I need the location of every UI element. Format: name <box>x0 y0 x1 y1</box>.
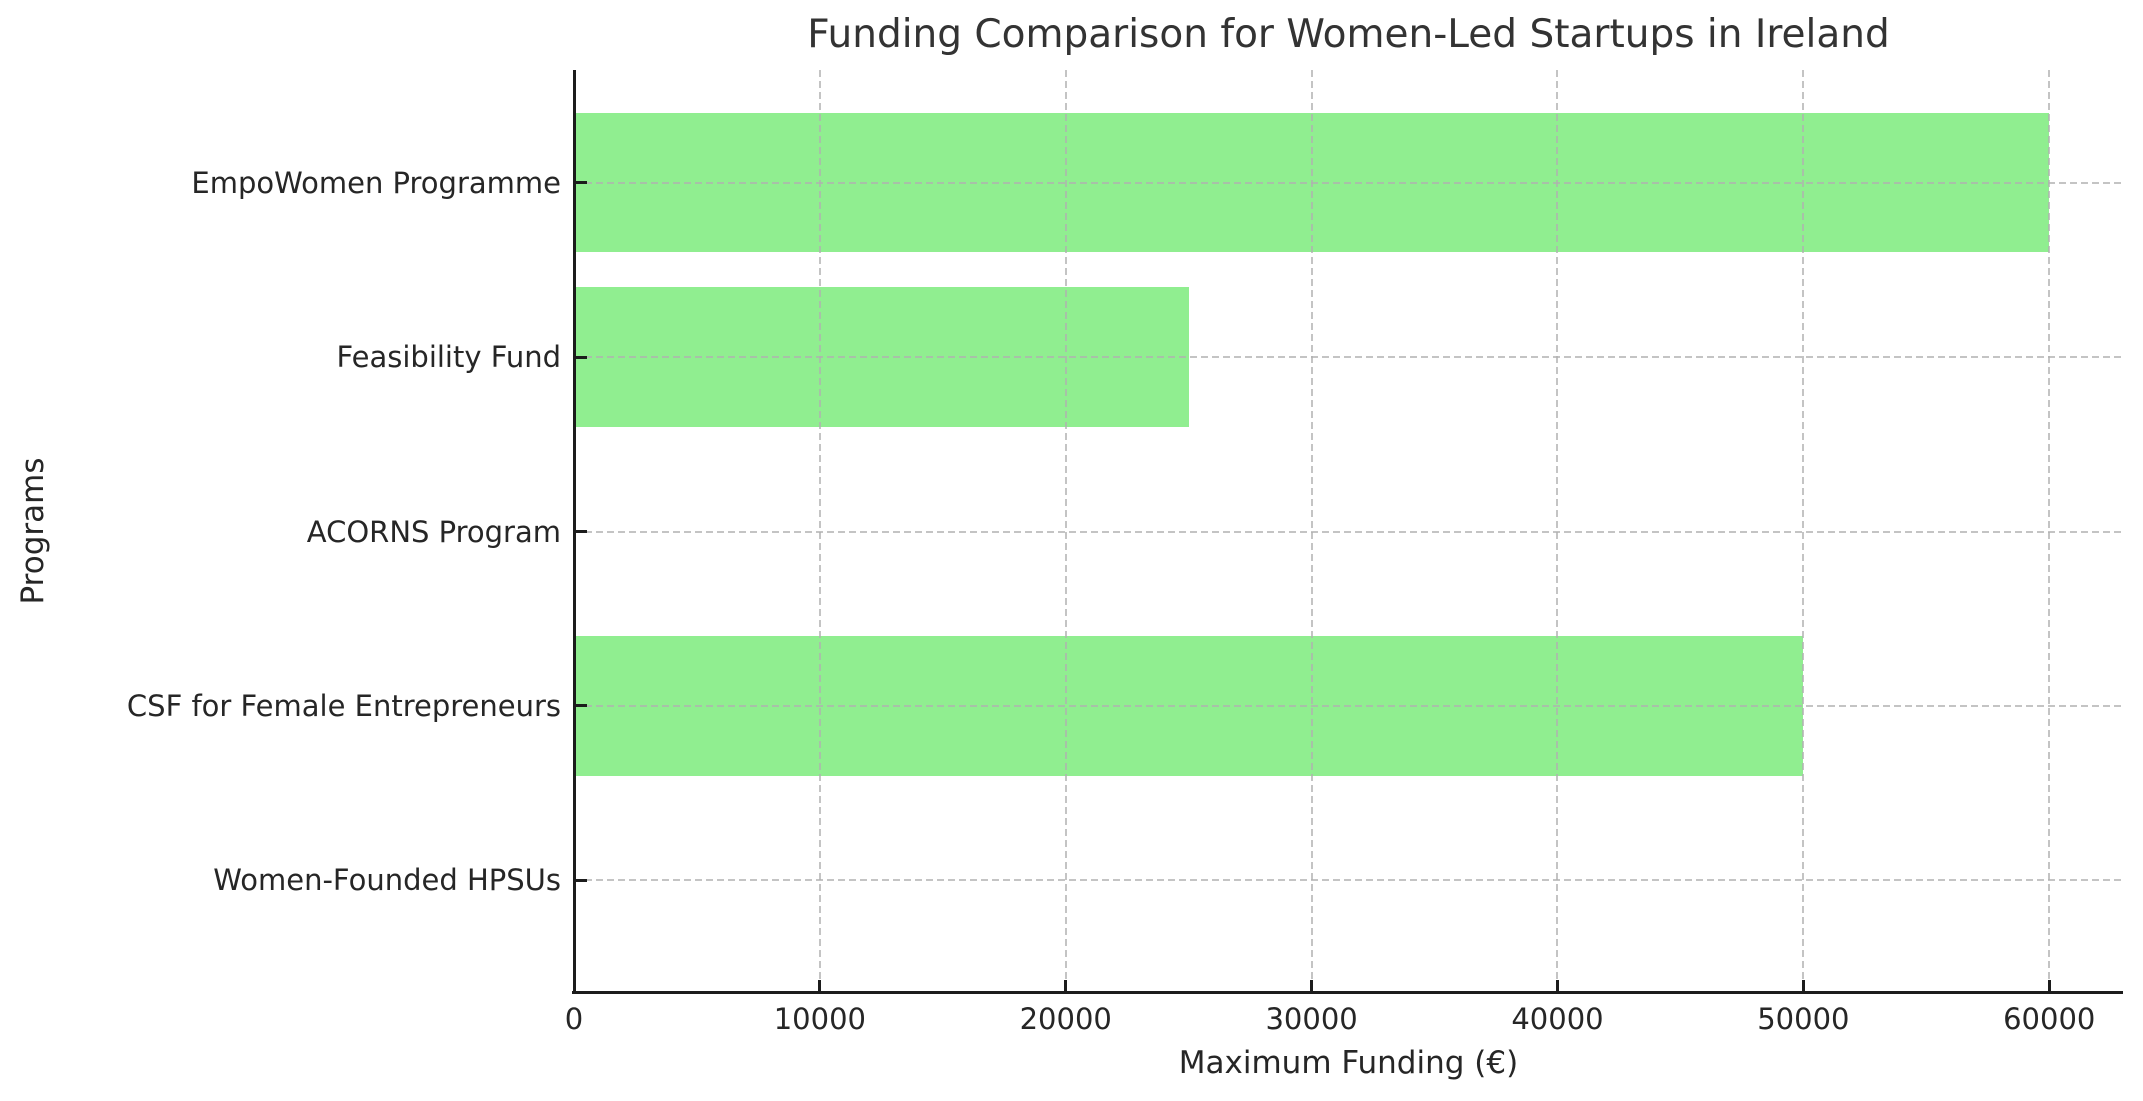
y-tick-mark <box>574 878 587 882</box>
category-label: Feasibility Fund <box>336 340 561 375</box>
horizontal-gridline <box>574 530 2123 533</box>
y-tick-mark <box>574 181 587 185</box>
horizontal-gridline <box>574 181 2123 184</box>
horizontal-gridline <box>574 704 2123 707</box>
category-label: CSF for Female Entrepreneurs <box>126 688 561 723</box>
x-tick-label: 40000 <box>1511 1002 1604 1036</box>
chart-title: Funding Comparison for Women-Led Startup… <box>807 12 1890 57</box>
x-tick-mark <box>1064 980 1068 993</box>
x-tick-mark <box>1555 980 1559 993</box>
horizontal-gridline <box>574 356 2123 359</box>
y-tick-mark <box>574 355 587 359</box>
x-tick-label: 10000 <box>773 1002 866 1036</box>
x-tick-label: 30000 <box>1265 1002 1358 1036</box>
horizontal-gridline <box>574 879 2123 882</box>
tick-marks-layer <box>572 70 2123 993</box>
x-tick-mark <box>818 980 822 993</box>
x-tick-label: 50000 <box>1757 1002 1850 1036</box>
x-tick-mark <box>2047 980 2051 993</box>
y-tick-mark <box>574 530 587 533</box>
category-label: Women-Founded HPSUs <box>213 863 561 898</box>
bottom-axis-spine <box>572 991 2123 994</box>
x-axis-label: Maximum Funding (€) <box>1178 1045 1519 1081</box>
category-label: ACORNS Program <box>306 514 561 549</box>
x-tick-label: 20000 <box>1019 1002 1112 1036</box>
x-tick-mark <box>1801 980 1805 993</box>
x-tick-mark <box>1310 980 1314 993</box>
x-tick-mark <box>572 980 576 993</box>
plot-area <box>572 70 2123 994</box>
y-tick-mark <box>574 704 587 708</box>
category-label: EmpoWomen Programme <box>191 165 561 200</box>
x-tick-label: 60000 <box>2003 1002 2096 1036</box>
x-tick-label: 0 <box>564 1002 584 1036</box>
